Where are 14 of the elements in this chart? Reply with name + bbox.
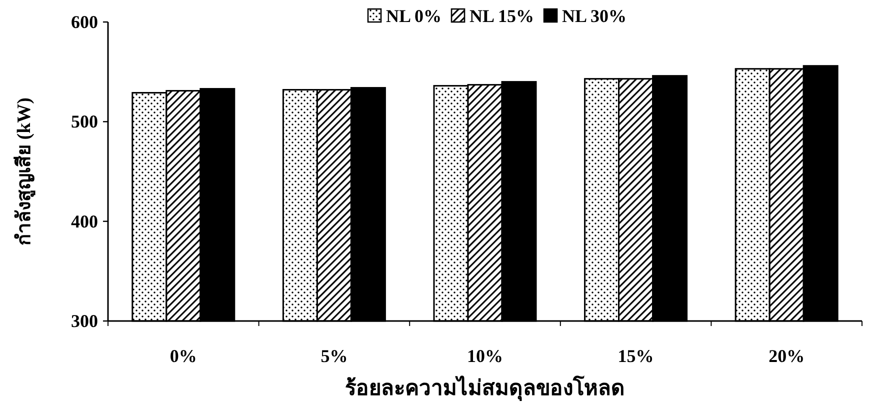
y-tick-label: 600 [71,12,98,32]
x-tick-label: 0% [170,346,197,366]
x-tick-label: 15% [618,346,654,366]
y-tick-label: 500 [71,112,98,132]
y-tick-label: 400 [71,211,98,232]
legend-label: NL 15% [470,6,534,26]
legend-label: NL 0% [386,6,442,26]
x-tick-label: 20% [768,346,805,366]
y-tick-label: 300 [71,311,98,331]
x-tick-label: 10% [467,346,503,366]
y-axis-title: กำลังสูญเสีย (kW) [13,98,36,246]
x-tick-label: 5% [320,346,348,366]
x-axis-title: ร้อยละความไม่สมดุลของโหลด [345,375,625,402]
legend-label: NL 30% [562,6,627,26]
